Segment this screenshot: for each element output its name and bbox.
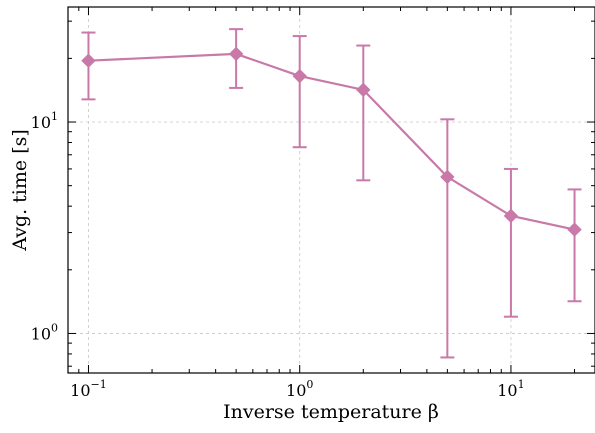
error-bar [292,35,307,149]
x-tick-base: 10 [286,381,306,400]
x-tick-base: 10 [70,381,90,400]
x-axis-label: Inverse temperature β [223,401,439,423]
y-tick-label: 101 [31,110,58,132]
data-markers [81,46,582,237]
x-tick-label: 100 [286,378,313,400]
data-point [81,53,96,68]
error-bar [356,44,371,182]
x-tick-exponent: 0 [306,378,313,391]
data-point [567,222,582,237]
axis-ticks [68,7,595,373]
x-tick-base: 10 [497,381,517,400]
data-point [228,46,244,62]
x-tick-label: 101 [497,378,524,400]
y-tick-base: 10 [31,324,51,343]
x-tick-exponent: 1 [518,378,525,391]
x-tick-label: 10−1 [70,378,107,400]
grid [68,7,595,373]
y-tick-exponent: 1 [51,110,58,123]
series-lines [88,52,575,231]
error-bar [503,167,518,318]
data-point [292,68,307,84]
data-point [440,169,455,185]
error-bar [440,118,455,359]
y-tick-exponent: 0 [51,321,58,334]
error-bar [567,188,582,303]
x-tick-exponent: −1 [91,378,107,391]
y-tick-label: 100 [31,321,58,343]
error-bars [81,28,582,359]
y-tick-base: 10 [31,113,51,132]
y-axis-label: Avg. time [s] [9,129,31,252]
data-point [356,82,371,98]
data-point [503,208,519,224]
plot-frame [67,6,595,374]
series-line [88,52,575,231]
